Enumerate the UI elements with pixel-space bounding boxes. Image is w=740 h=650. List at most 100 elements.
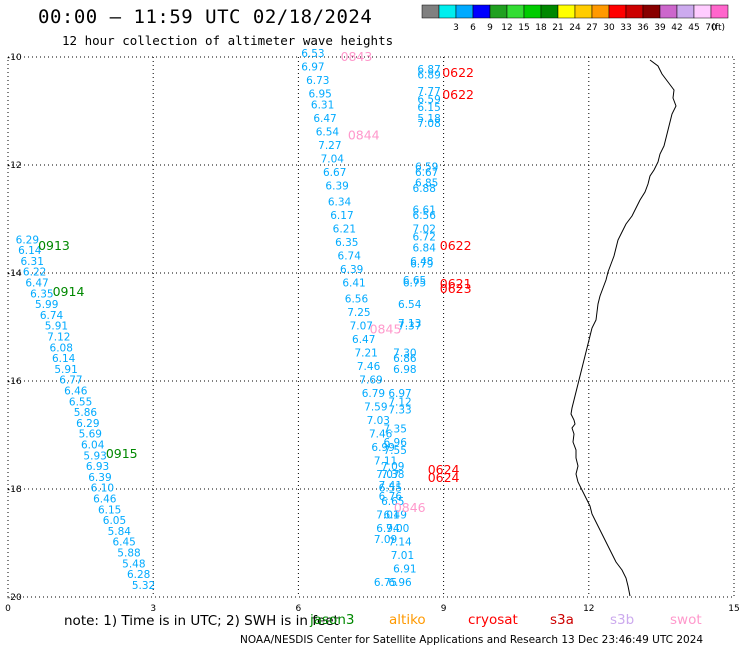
- x-tick-label: 3: [150, 604, 156, 614]
- colorbar-swatch: [455, 4, 474, 19]
- swh-value-label: 6.15: [98, 504, 121, 516]
- pass-time-label: 0621: [440, 276, 472, 291]
- chart-title: 00:00 — 11:59 UTC 02/18/2024: [38, 6, 373, 28]
- plot-frame: [7, 56, 735, 598]
- colorbar-swatch: [659, 4, 678, 19]
- colorbar-swatch: [625, 4, 644, 19]
- colorbar-unit: (ft): [711, 23, 725, 33]
- colorbar-swatch: [591, 4, 610, 19]
- swh-value-label: 6.14: [52, 353, 76, 365]
- colorbar-swatch: [438, 4, 457, 19]
- swh-value-label: 6.29: [16, 234, 39, 246]
- swh-value-label: 5.99: [35, 299, 58, 311]
- swh-value-label: 6.34: [328, 197, 352, 209]
- swh-value-label: 5.48: [122, 558, 145, 570]
- pass-time-label: 0623: [440, 281, 472, 296]
- swh-value-label: 5.69: [79, 429, 102, 441]
- legend-jason3: jason3: [310, 612, 355, 628]
- swh-value-label: 6.77: [59, 375, 82, 387]
- swh-value-label: 6.97: [301, 62, 324, 74]
- colorbar-tick-label: 21: [552, 23, 563, 33]
- swh-value-label: 6.39: [325, 180, 348, 192]
- swh-value-label: 6.56: [413, 210, 437, 222]
- colorbar-tick-label: 42: [671, 23, 682, 33]
- colorbar-swatch: [540, 4, 559, 19]
- colorbar-swatch: [693, 4, 712, 19]
- swh-value-label: 6.54: [316, 126, 340, 138]
- swh-value-label: 7.00: [386, 523, 409, 535]
- colorbar-tick-label: 39: [654, 23, 666, 33]
- swh-value-label: 6.65: [403, 275, 426, 287]
- swh-value-label: 6.28: [127, 569, 150, 581]
- swh-value-label: 6.39: [88, 472, 111, 484]
- swh-value-label: 6.15: [417, 102, 440, 114]
- swh-value-label: 7.46: [357, 361, 381, 373]
- swh-value-label: 6.48: [410, 256, 433, 268]
- swh-value-label: 6.05: [103, 515, 126, 527]
- coastline: [570, 59, 677, 597]
- swh-value-label: 5.84: [108, 526, 132, 538]
- swh-value-label: 6.41: [342, 278, 365, 290]
- swh-value-label: 6.49: [384, 510, 407, 522]
- x-tick-label: 0: [5, 604, 11, 614]
- swh-value-label: 7.41: [379, 480, 402, 492]
- swh-value-label: 6.98: [393, 364, 416, 376]
- swh-value-label: 7.69: [359, 375, 382, 387]
- swh-value-label: 6.08: [50, 342, 73, 354]
- swh-value-label: 6.59: [417, 94, 440, 106]
- swh-value-label: 5.32: [132, 580, 155, 592]
- y-tick-label: -12: [7, 161, 22, 171]
- swh-value-label: 6.54: [398, 299, 422, 311]
- swh-value-label: 7.07: [376, 469, 399, 481]
- swh-value-label: 6.74: [40, 310, 64, 322]
- swh-value-label: 7.35: [384, 423, 407, 435]
- swh-value-label: 7.27: [318, 140, 341, 152]
- swh-value-label: 6.89: [417, 70, 440, 82]
- colorbar-swatch: [523, 4, 542, 19]
- colorbar-tick-label: 70: [705, 23, 717, 33]
- pass-time-label: 0915: [106, 446, 138, 461]
- colorbar-swatch: [710, 4, 729, 19]
- swh-value-label: 7.07: [350, 321, 373, 333]
- swh-value-label: 6.61: [413, 205, 436, 217]
- swh-value-label: 7.03: [367, 415, 390, 427]
- colorbar-tick-label: 33: [620, 23, 631, 33]
- swh-value-label: 7.12: [47, 332, 70, 344]
- swh-value-label: 6.21: [333, 224, 356, 236]
- y-tick-label: -10: [7, 53, 22, 63]
- swh-value-label: 6.73: [306, 75, 329, 87]
- swh-value-label: 6.87: [417, 64, 440, 76]
- colorbar-tick-label: 6: [470, 23, 476, 33]
- colorbar-tick-label: 9: [487, 23, 493, 33]
- swh-value-label: 6.65: [381, 496, 404, 508]
- swh-value-label: 7.09: [374, 534, 397, 546]
- colorbar-swatch: [557, 4, 576, 19]
- swh-value-label: 6.67: [323, 167, 346, 179]
- pass-time-label: 0622: [440, 238, 472, 253]
- legend-s3b: s3b: [610, 612, 635, 628]
- swh-value-label: 6.96: [384, 437, 408, 449]
- legend-cryosat: cryosat: [468, 612, 518, 628]
- swh-value-label: 6.53: [301, 48, 324, 60]
- y-tick-label: -14: [7, 269, 22, 279]
- swh-value-label: 6.88: [413, 183, 436, 195]
- swh-value-label: 6.22: [23, 267, 46, 279]
- swh-value-label: 6.55: [69, 396, 92, 408]
- swh-value-label: 6.56: [345, 294, 369, 306]
- swh-value-label: 6.04: [81, 440, 105, 452]
- swh-value-label: 7.02: [413, 224, 436, 236]
- pass-time-label: 0845: [370, 322, 402, 337]
- x-tick-label: 12: [583, 604, 594, 614]
- chart-subtitle: 12 hour collection of altimeter wave hei…: [62, 33, 394, 48]
- swh-value-label: 6.79: [362, 388, 385, 400]
- swh-value-label: 6.55: [379, 483, 402, 495]
- swh-value-label: 7.21: [354, 348, 377, 360]
- swh-value-label: 6.31: [311, 99, 334, 111]
- swh-value-label: 7.11: [374, 456, 397, 468]
- colorbar-swatch: [574, 4, 593, 19]
- y-tick-label: -20: [7, 593, 22, 603]
- x-tick-label: 9: [441, 604, 447, 614]
- swh-value-label: 7.77: [417, 86, 440, 98]
